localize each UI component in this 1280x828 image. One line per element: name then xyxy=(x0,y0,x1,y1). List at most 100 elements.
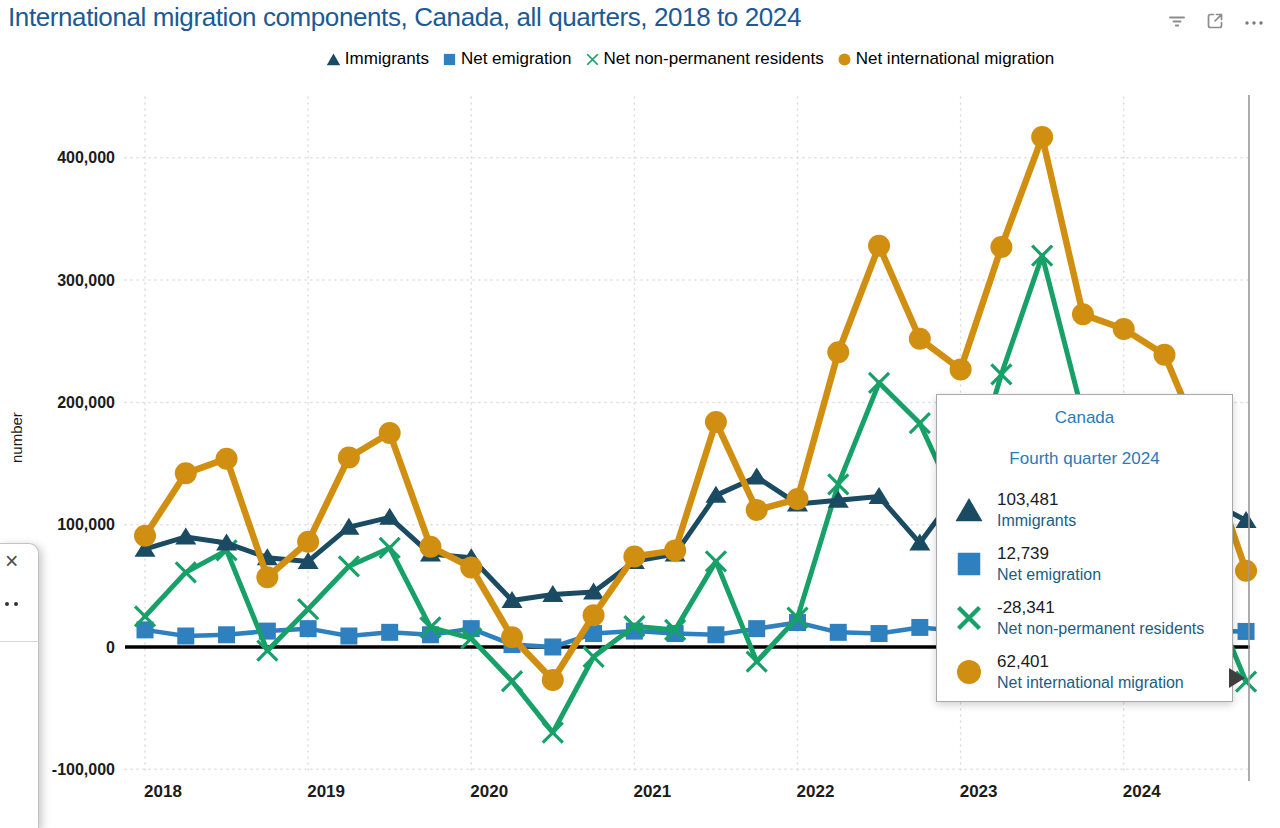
tooltip-row-net-emigration: 12,739Net emigration xyxy=(954,539,1232,589)
data-point[interactable] xyxy=(705,411,727,433)
data-point[interactable] xyxy=(381,624,398,641)
data-point[interactable] xyxy=(543,723,563,743)
y-axis-tick-label: 400,000 xyxy=(57,149,115,166)
data-point[interactable] xyxy=(1154,344,1176,366)
data-point[interactable] xyxy=(1113,318,1135,340)
triangle-marker-icon xyxy=(954,495,984,525)
x-marker-icon xyxy=(585,52,600,67)
data-point[interactable] xyxy=(501,626,523,648)
data-point[interactable] xyxy=(1031,126,1053,148)
data-point[interactable] xyxy=(830,624,847,641)
panel-divider xyxy=(0,641,38,642)
data-point[interactable] xyxy=(910,413,930,433)
legend-label: Immigrants xyxy=(345,49,429,69)
data-point[interactable] xyxy=(664,539,686,561)
data-point[interactable] xyxy=(338,446,360,468)
data-point[interactable] xyxy=(216,448,238,470)
data-point[interactable] xyxy=(379,508,400,525)
x-axis-label: 2020 xyxy=(470,782,508,801)
x-marker-icon xyxy=(954,603,984,633)
data-point[interactable] xyxy=(1072,303,1094,325)
data-point[interactable] xyxy=(623,545,645,567)
tooltip-series-label: Net international migration xyxy=(997,673,1184,692)
report-canvas: International migration components, Cana… xyxy=(0,0,1280,828)
data-point[interactable] xyxy=(1235,560,1257,582)
y-axis-tick-label: 0 xyxy=(106,639,115,656)
data-point[interactable] xyxy=(340,627,357,644)
data-point[interactable] xyxy=(297,531,319,553)
data-point[interactable] xyxy=(869,373,889,393)
data-point[interactable] xyxy=(256,566,278,588)
tooltip-row-text: 12,739Net emigration xyxy=(997,544,1101,584)
legend-item-immigrants[interactable]: Immigrants xyxy=(326,49,429,69)
data-point[interactable] xyxy=(871,625,888,642)
legend-item-net-emigration[interactable]: Net emigration xyxy=(442,49,572,69)
drag-dots-icon[interactable] xyxy=(5,602,18,606)
data-point[interactable] xyxy=(746,499,768,521)
tooltip-value: 103,481 xyxy=(997,490,1076,510)
data-point[interactable] xyxy=(379,422,401,444)
data-point[interactable] xyxy=(460,557,482,579)
popout-icon[interactable] xyxy=(1204,10,1226,32)
tooltip-rows: 103,481Immigrants 12,739Net emigration -28… xyxy=(937,485,1232,697)
data-point[interactable] xyxy=(176,562,196,582)
tooltip-value: 12,739 xyxy=(997,544,1101,564)
data-point[interactable] xyxy=(380,538,400,558)
data-point[interactable] xyxy=(419,536,441,558)
visual-header-toolbar xyxy=(1166,10,1266,32)
data-point[interactable] xyxy=(583,604,605,626)
tooltip-row-text: 103,481Immigrants xyxy=(997,490,1076,530)
data-point[interactable] xyxy=(748,620,765,637)
x-axis-label: 2018 xyxy=(144,782,182,801)
tooltip-period: Fourth quarter 2024 xyxy=(937,449,1232,469)
y-axis-tick-label: 200,000 xyxy=(57,394,115,411)
legend-item-net-international-migration[interactable]: Net international migration xyxy=(837,49,1054,69)
data-point[interactable] xyxy=(909,328,931,350)
close-icon[interactable]: × xyxy=(5,550,18,573)
chart-tooltip: Canada Fourth quarter 2024 103,481Immigr… xyxy=(936,394,1233,702)
data-point[interactable] xyxy=(339,556,359,576)
data-point[interactable] xyxy=(707,626,724,643)
data-point[interactable] xyxy=(990,236,1012,258)
data-point[interactable] xyxy=(134,525,156,547)
data-point[interactable] xyxy=(868,235,890,257)
data-point[interactable] xyxy=(911,619,928,636)
legend-label: Net international migration xyxy=(856,49,1054,69)
tooltip-series-label: Net non-permanent residents xyxy=(997,619,1204,638)
data-point[interactable] xyxy=(300,620,317,637)
data-point[interactable] xyxy=(746,468,767,485)
data-point[interactable] xyxy=(544,639,561,656)
data-point[interactable] xyxy=(827,341,849,363)
collapsed-side-panel: × xyxy=(0,543,39,828)
tooltip-value: 62,401 xyxy=(997,652,1184,672)
forward-arrow-marker xyxy=(1229,668,1245,688)
more-options-icon[interactable] xyxy=(1242,10,1266,32)
legend-label: Net non-permanent residents xyxy=(604,49,824,69)
data-point[interactable] xyxy=(542,669,564,691)
data-point[interactable] xyxy=(584,647,604,667)
data-point[interactable] xyxy=(747,652,767,672)
tooltip-series-label: Net emigration xyxy=(997,565,1101,584)
legend: Immigrants Net emigration Net non-permanen… xyxy=(100,49,1280,69)
data-point[interactable] xyxy=(1238,623,1255,640)
data-point[interactable] xyxy=(257,641,277,661)
tooltip-row-text: 62,401Net international migration xyxy=(997,652,1184,692)
tooltip-row-net-international-migration: 62,401Net international migration xyxy=(954,647,1232,697)
data-point[interactable] xyxy=(177,627,194,644)
x-axis-label: 2021 xyxy=(633,782,671,801)
data-point[interactable] xyxy=(1236,511,1257,528)
circle-marker-icon xyxy=(837,52,852,67)
data-point[interactable] xyxy=(786,488,808,510)
legend-label: Net emigration xyxy=(461,49,572,69)
data-point[interactable] xyxy=(175,462,197,484)
tooltip-series-label: Immigrants xyxy=(997,511,1076,530)
filter-icon[interactable] xyxy=(1166,10,1188,32)
tooltip-row-text: -28,341Net non-permanent residents xyxy=(997,598,1204,638)
data-point[interactable] xyxy=(950,358,972,380)
data-point[interactable] xyxy=(218,626,235,643)
data-point[interactable] xyxy=(502,671,522,691)
x-axis-label: 2024 xyxy=(1123,782,1161,801)
legend-item-net-non-permanent-residents[interactable]: Net non-permanent residents xyxy=(585,49,824,69)
data-point[interactable] xyxy=(706,551,726,571)
triangle-marker-icon xyxy=(326,52,341,67)
